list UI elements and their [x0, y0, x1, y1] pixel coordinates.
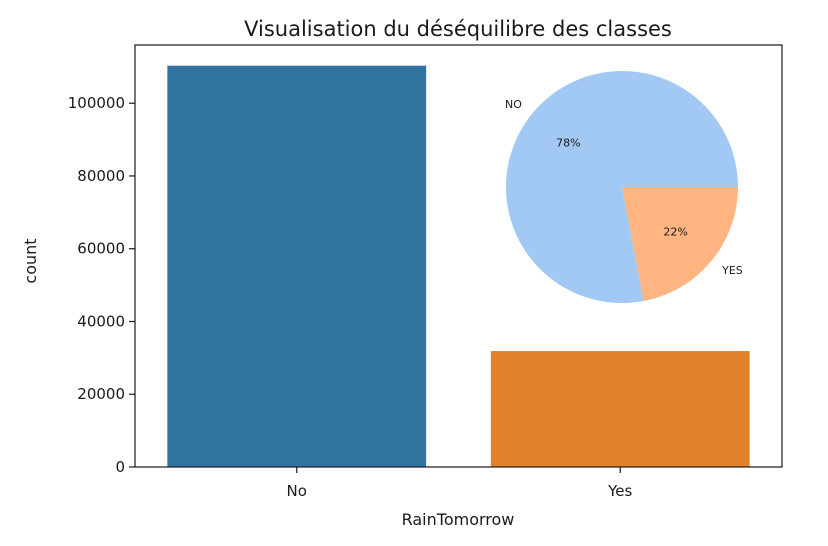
chart-title: Visualisation du déséquilibre des classe…	[244, 17, 672, 41]
pie-slice-yes	[622, 187, 738, 301]
y-tick-label: 0	[115, 458, 125, 476]
y-axis-label: count	[21, 238, 40, 283]
bar-no	[167, 65, 427, 467]
plot-frame	[134, 44, 783, 468]
x-axis-label: RainTomorrow	[402, 510, 515, 529]
y-tick-label: 40000	[77, 312, 125, 330]
x-tick-label-yes: Yes	[607, 482, 632, 500]
y-tick-label: 80000	[77, 167, 125, 185]
pie-percent-no: 78%	[556, 137, 580, 150]
pie-label-no: NO	[505, 98, 522, 111]
inset-pie-chart: NO 78% YES 22%	[505, 70, 743, 304]
pie-percent-yes: 22%	[663, 225, 687, 238]
bar-yes	[490, 351, 750, 467]
x-tick-label-no: No	[287, 482, 307, 500]
y-tick-label: 60000	[77, 240, 125, 258]
y-tick-label: 20000	[77, 385, 125, 403]
y-tick-label: 100000	[68, 94, 125, 112]
pie-label-yes: YES	[721, 264, 743, 277]
